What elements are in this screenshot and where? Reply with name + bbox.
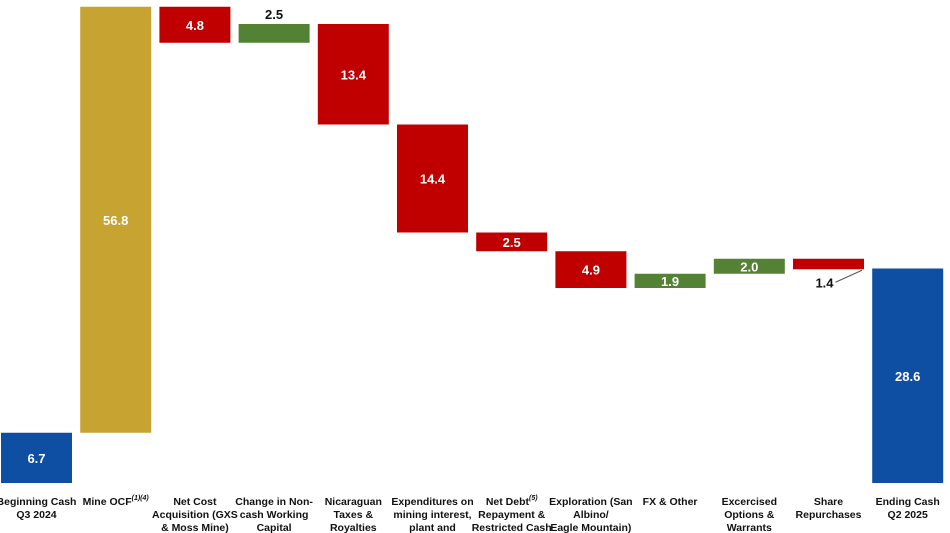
value-label-3: 2.5	[265, 7, 283, 22]
value-label-7: 4.9	[582, 263, 600, 278]
value-label-9: 2.0	[740, 259, 758, 274]
bar-3	[238, 24, 310, 43]
value-label-1: 56.8	[103, 213, 128, 228]
value-labels-layer: 6.7 56.8 4.8 2.5 13.4 14.4 2.5 4.9 1.9 2.0 1.4 28.6	[27, 7, 920, 466]
bar-0	[1, 432, 72, 483]
value-label-4: 13.4	[341, 67, 367, 82]
category-label-0: Beginning Cash Q3 2024	[0, 496, 76, 521]
bar-7	[555, 251, 627, 288]
category-label-4: Nicaraguan Taxes & Royalties	[325, 496, 382, 533]
value-label-10: 1.4	[815, 275, 834, 290]
bar-4	[317, 24, 389, 125]
bar-2	[159, 6, 231, 43]
value-label-0: 6.7	[27, 451, 45, 466]
value-label-5: 14.4	[420, 172, 446, 187]
bar-11	[872, 268, 944, 483]
bar-10	[793, 258, 864, 270]
category-label-6: Net Debt(5) Repayment & Restricted Cash	[472, 495, 552, 533]
category-label-3: Change in Non-cash Working Capital	[235, 496, 313, 533]
value-label-6: 2.5	[503, 235, 521, 250]
bars-layer	[1, 6, 944, 483]
category-label-7: Exploration (San Albino/Eagle Mountain)	[549, 496, 632, 533]
category-label-1: Mine OCF(1)(4)	[83, 495, 150, 508]
category-label-8: FX & Other	[643, 496, 698, 508]
bar-1	[80, 6, 152, 433]
value-label-8: 1.9	[661, 274, 679, 289]
callout-line-10	[835, 269, 863, 283]
bar-5	[397, 124, 468, 233]
category-label-2: Net Cost Acquisition (GXS & Moss Mine)	[152, 496, 238, 533]
bar-8	[634, 273, 706, 288]
category-label-10: Share Repurchases	[796, 496, 862, 521]
value-label-11: 28.6	[895, 369, 920, 384]
value-label-2: 4.8	[186, 18, 204, 33]
category-label-5: Expenditures on mining interest, plant and	[391, 496, 473, 533]
bar-6	[476, 232, 548, 252]
category-label-9: Excercised Options & Warrants	[722, 496, 777, 533]
category-label-11: Ending Cash Q2 2025	[876, 496, 940, 521]
category-labels-layer: Beginning Cash Q3 2024 Mine OCF(1)(4) Net C…	[0, 495, 940, 533]
bar-9	[713, 258, 785, 274]
